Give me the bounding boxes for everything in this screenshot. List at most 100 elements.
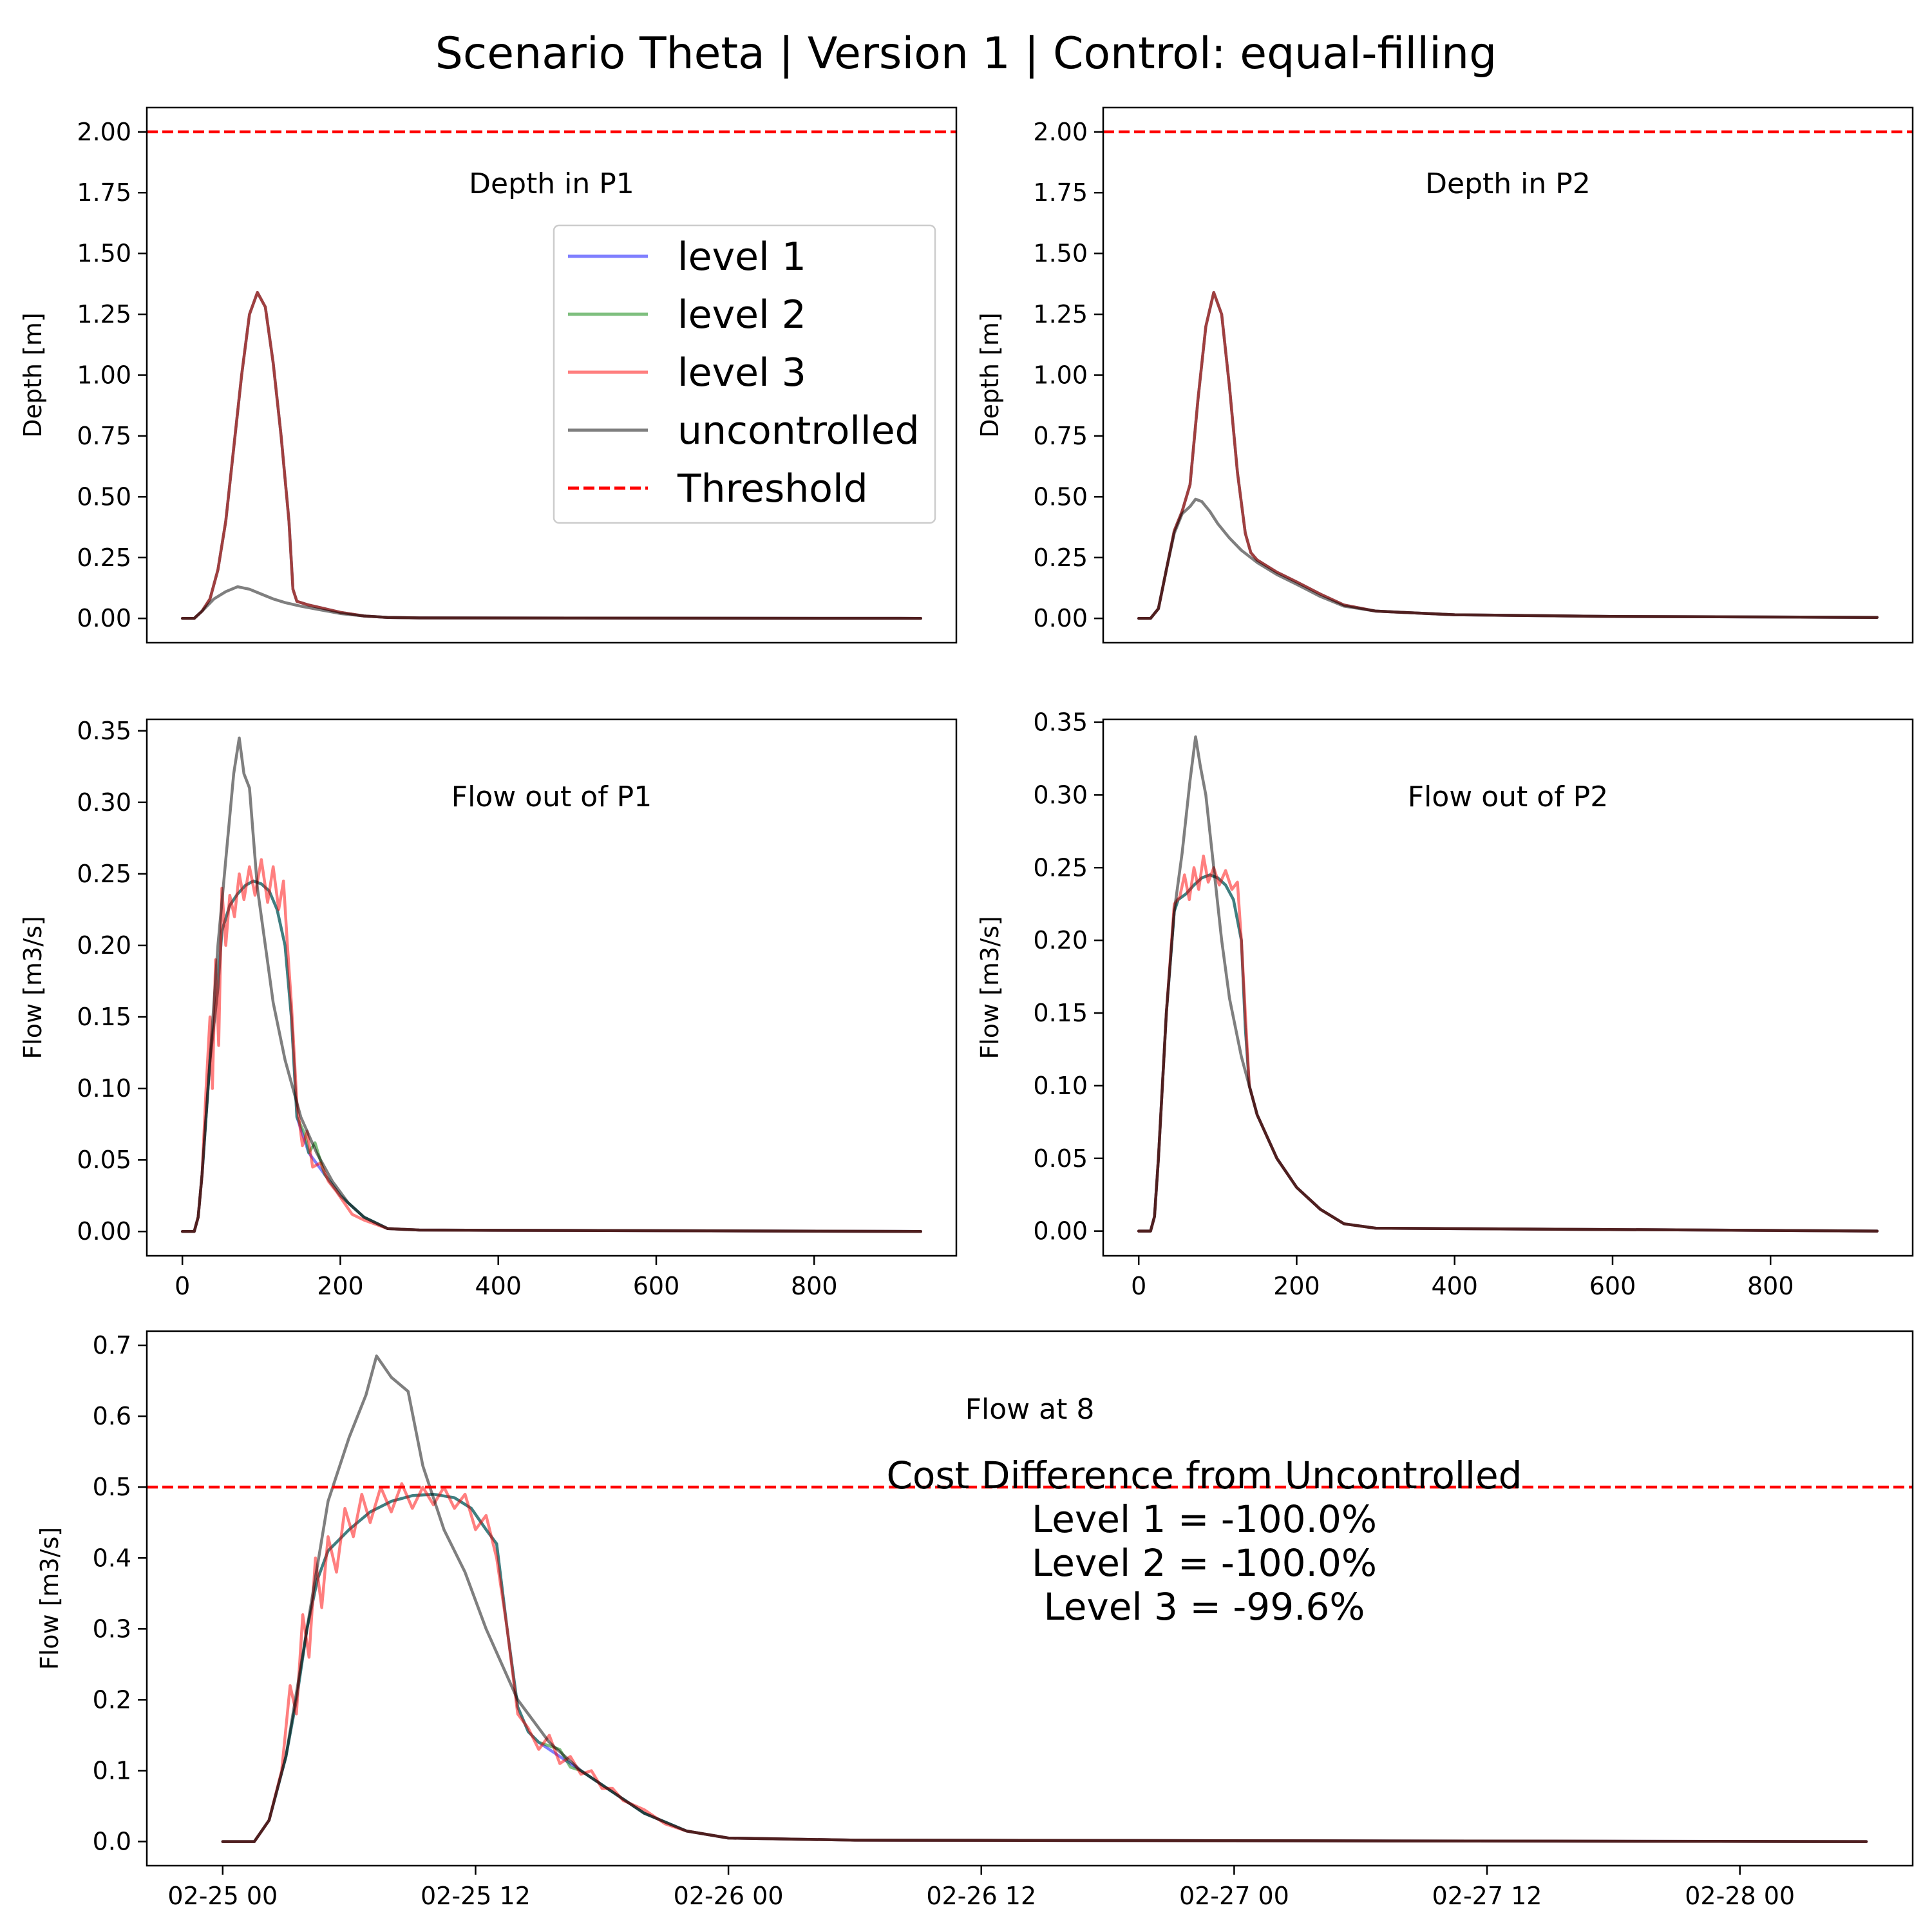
y-tick-label: 0.05 (77, 1146, 131, 1174)
x-tick-label: 02-25 12 (421, 1882, 531, 1910)
series-line-uncontrolled (1137, 497, 1879, 620)
y-tick-label: 0.05 (1033, 1144, 1088, 1173)
series-line-uncontrolled (221, 1354, 1868, 1843)
x-tick-label: 200 (317, 1272, 364, 1300)
series-group (180, 290, 923, 620)
y-tick-label: 2.00 (77, 118, 131, 146)
y-tick-label: 0.25 (1033, 853, 1088, 882)
cost-box-line: Level 3 = -99.6% (1043, 1585, 1365, 1629)
legend-label: uncontrolled (677, 408, 920, 453)
y-axis-label: Depth [m] (976, 312, 1004, 438)
x-tick-label: 200 (1273, 1272, 1320, 1300)
y-tick-label: 0.00 (1033, 1217, 1088, 1245)
y-tick-label: 1.50 (77, 240, 131, 268)
panel-title: Depth in P1 (469, 167, 634, 200)
y-tick-label: 0.30 (1033, 781, 1088, 809)
y-axis-label: Flow [m3/s] (976, 916, 1004, 1059)
legend-label: level 1 (677, 234, 806, 279)
y-tick-label: 0.5 (93, 1473, 131, 1501)
x-tick-label: 02-25 00 (167, 1882, 278, 1910)
legend-label: level 2 (677, 292, 806, 337)
y-tick-label: 0.10 (1033, 1072, 1088, 1100)
series-line-uncontrolled (180, 585, 923, 620)
series-line-level-3 (180, 858, 923, 1233)
x-tick-label: 0 (1131, 1272, 1146, 1300)
legend: level 1 level 2 level 3 uncontrolled Thresho… (553, 224, 936, 524)
y-axis-label: Depth [m] (19, 312, 47, 438)
y-tick-label: 1.75 (1033, 178, 1088, 207)
axes-frame (1102, 718, 1914, 1257)
legend-label: level 3 (677, 350, 806, 395)
y-tick-label: 1.50 (1033, 240, 1088, 268)
series-group (1137, 290, 1879, 620)
panel-title: Flow at 8 (965, 1393, 1095, 1426)
y-tick-label: 0.00 (77, 604, 131, 632)
x-tick-label: 02-27 12 (1432, 1882, 1542, 1910)
y-tick-label: 0.00 (77, 1217, 131, 1245)
x-tick-label: 600 (1589, 1272, 1636, 1300)
y-tick-label: 1.00 (1033, 361, 1088, 390)
y-tick-label: 0.15 (77, 1003, 131, 1031)
y-tick-label: 0.3 (93, 1615, 131, 1643)
y-tick-label: 0.35 (1033, 708, 1088, 737)
x-tick-label: 02-26 00 (674, 1882, 784, 1910)
y-tick-label: 0.1 (93, 1756, 131, 1785)
y-tick-label: 0.6 (93, 1402, 131, 1430)
y-tick-label: 1.75 (77, 178, 131, 207)
y-tick-label: 0.75 (77, 422, 131, 450)
x-tick-label: 600 (633, 1272, 680, 1300)
y-tick-label: 0.75 (1033, 422, 1088, 450)
y-tick-label: 0.20 (1033, 926, 1088, 954)
series-group (1137, 735, 1879, 1233)
panel-flow-p2: 0.00 0.05 0.10 0.15 0.20 0.25 0.30 0.35 0 200 400 6… (976, 708, 1914, 1300)
cost-box-line: Level 2 = -100.0% (1032, 1541, 1377, 1585)
y-tick-label: 0.25 (77, 544, 131, 572)
panels-group: 0.000.250.500.751.001.251.501.752.00Dept… (19, 106, 1914, 1910)
y-tick-label: 1.00 (77, 361, 131, 390)
panel-title: Flow out of P2 (1408, 781, 1608, 813)
y-tick-label: 0.2 (93, 1685, 131, 1714)
x-tick-label: 02-28 00 (1685, 1882, 1795, 1910)
series-group (221, 1354, 1868, 1843)
y-tick-label: 0.30 (77, 788, 131, 817)
y-tick-label: 0.0 (93, 1828, 131, 1856)
y-tick-label: 1.25 (77, 300, 131, 328)
panel-depth-p1: 0.00 0.25 0.50 0.75 1.00 1.25 1.50 1.75 2.00 Dept… (19, 106, 958, 644)
panel-flow-p1: 0.00 0.05 0.10 0.15 0.20 0.25 0.30 0.35 0 200 400 6… (19, 717, 958, 1300)
y-axis-label: Flow [m3/s] (35, 1527, 64, 1670)
x-tick-label: 0 (175, 1272, 190, 1300)
series-group (180, 736, 923, 1233)
y-tick-label: 0.50 (77, 482, 131, 511)
axes-frame (146, 1330, 1914, 1867)
y-tick-label: 2.00 (1033, 118, 1088, 146)
y-tick-label: 0.35 (77, 717, 131, 745)
x-tick-label: 400 (1431, 1272, 1478, 1300)
x-tick-label: 02-27 00 (1179, 1882, 1289, 1910)
y-tick-label: 0.25 (1033, 544, 1088, 572)
legend-label: Threshold (677, 466, 868, 511)
series-line-uncontrolled (1137, 735, 1879, 1233)
y-tick-label: 0.7 (93, 1331, 131, 1359)
y-tick-label: 1.25 (1033, 300, 1088, 328)
y-tick-label: 0.00 (1033, 604, 1088, 632)
panel-title: Flow out of P1 (451, 781, 652, 813)
panel-title: Depth in P2 (1425, 167, 1591, 200)
cost-box-heading: Cost Difference from Uncontrolled (886, 1454, 1522, 1497)
legend-frame (553, 224, 936, 524)
x-tick-label: 800 (791, 1272, 838, 1300)
axes-frame (146, 718, 958, 1257)
y-tick-label: 0.50 (1033, 482, 1088, 511)
figure-suptitle: Scenario Theta | Version 1 | Control: eq… (435, 28, 1497, 79)
x-tick-label: 02-26 12 (926, 1882, 1036, 1910)
y-tick-label: 0.25 (77, 860, 131, 888)
panel-depth-p2: 0.00 0.25 0.50 0.75 1.00 1.25 1.50 1.75 2.00 Dept… (976, 106, 1914, 644)
y-tick-label: 0.10 (77, 1074, 131, 1103)
cost-box-line: Level 1 = -100.0% (1032, 1497, 1377, 1541)
x-tick-label: 800 (1747, 1272, 1794, 1300)
y-tick-label: 0.15 (1033, 999, 1088, 1027)
y-axis-label: Flow [m3/s] (19, 916, 47, 1059)
x-tick-label: 400 (475, 1272, 522, 1300)
